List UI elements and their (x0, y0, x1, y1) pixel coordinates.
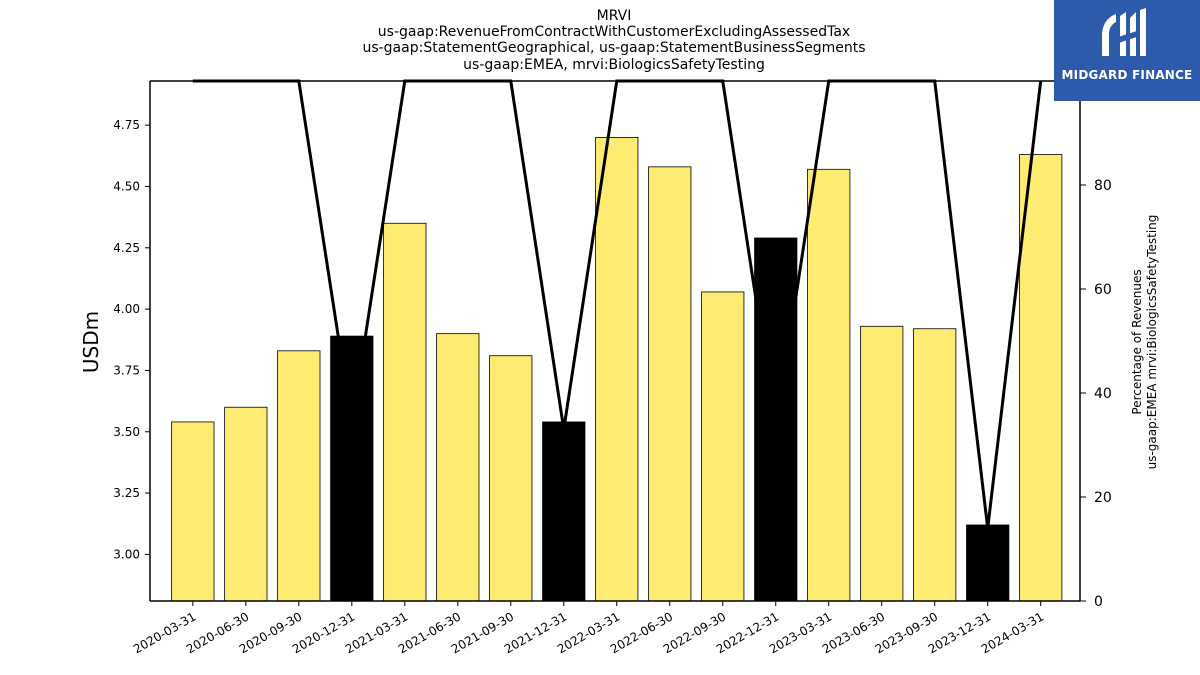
y-tick-label: 3.25 (113, 486, 140, 500)
y-axis-label: USDm (79, 311, 103, 373)
bar-2022-06-30 (648, 166, 692, 602)
y-tick-label: 4.00 (113, 302, 140, 316)
bar-2023-09-30 (913, 328, 957, 602)
chart-title-line-2: us-gaap:RevenueFromContractWithCustomerE… (378, 24, 850, 40)
bar-2021-09-30 (489, 355, 533, 602)
y-tick-label: 3.00 (113, 547, 140, 561)
bars-group (171, 137, 1063, 602)
chart-title-line-4: us-gaap:EMEA, mrvi:BiologicsSafetyTestin… (463, 57, 765, 73)
midgard-finance-logo: MIDGARD FINANCE (1054, 0, 1200, 101)
bar-2022-03-31 (595, 137, 639, 602)
bar-2021-03-31 (383, 222, 427, 602)
y2-tick-label: 80 (1094, 178, 1112, 194)
logo-text: MIDGARD FINANCE (1061, 68, 1193, 82)
bar-2024-03-31 (1019, 154, 1063, 602)
bar-2021-06-30 (436, 333, 480, 602)
logo-mark-icon (1102, 8, 1146, 56)
y2-tick-label: 40 (1094, 386, 1112, 402)
y2-tick-label: 0 (1094, 594, 1103, 610)
chart-title: MRVI us-gaap:RevenueFromContractWithCust… (362, 8, 865, 73)
bar-2022-09-30 (701, 291, 745, 602)
y-tick-label: 4.25 (113, 241, 140, 255)
bar-2021-12-31 (542, 421, 586, 602)
y2-axis-label-line-2: us-gaap:EMEA mrvi:BiologicsSafetyTesting (1145, 215, 1159, 470)
y-tick-label: 4.50 (113, 179, 140, 193)
bar-2023-12-31 (966, 524, 1010, 602)
chart-title-line-3: us-gaap:StatementGeographical, us-gaap:S… (362, 40, 865, 56)
bar-2023-03-31 (807, 168, 851, 602)
y2-tick-label: 60 (1094, 282, 1112, 298)
bar-2020-03-31 (171, 421, 215, 602)
bar-2020-12-31 (330, 335, 374, 602)
y-tick-label: 3.75 (113, 363, 140, 377)
y2-axis-label-line-1: Percentage of Revenues (1130, 269, 1144, 414)
y2-tick-label: 20 (1094, 490, 1112, 506)
chart-title-line-1: MRVI (597, 8, 632, 24)
bar-2020-06-30 (224, 406, 268, 602)
bar-2023-06-30 (860, 325, 904, 602)
y-tick-label: 3.50 (113, 425, 140, 439)
y-tick-label: 4.75 (113, 118, 140, 132)
bar-2020-09-30 (277, 350, 321, 602)
